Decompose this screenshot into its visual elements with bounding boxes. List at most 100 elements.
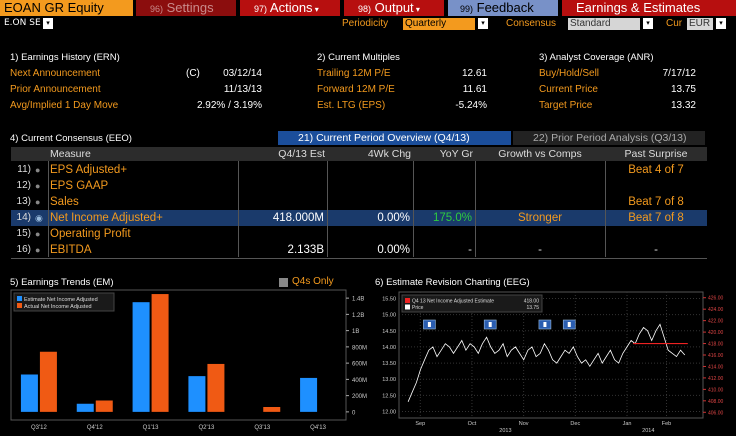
column-divider bbox=[238, 161, 239, 257]
ltg-eps-label: Est. LTG (EPS) bbox=[317, 100, 386, 111]
y-tick-label: 0 bbox=[352, 410, 356, 416]
header-4wk-chg[interactable]: 4Wk Chg bbox=[327, 147, 413, 161]
chevron-down-icon: ▾ bbox=[312, 5, 319, 14]
row-number[interactable]: 12) bbox=[16, 180, 31, 191]
event-marker-glyph bbox=[427, 322, 431, 327]
estimate-bar bbox=[188, 376, 206, 412]
estimate-cell: 418.000M bbox=[272, 212, 324, 224]
radio-icon[interactable]: ◉ bbox=[35, 213, 43, 223]
settings-button[interactable]: 96) Settings bbox=[136, 0, 236, 16]
table-row[interactable]: 15) ● Operating Profit bbox=[11, 226, 707, 242]
estimate-revision-title[interactable]: 6) Estimate Revision Charting (EEG) bbox=[375, 277, 530, 288]
x-tick-label: Dec bbox=[570, 421, 580, 427]
consensus-select[interactable]: Standard bbox=[568, 18, 640, 30]
actual-bar bbox=[39, 351, 57, 412]
radio-icon[interactable]: ● bbox=[35, 245, 41, 255]
radio-icon[interactable]: ● bbox=[35, 197, 41, 207]
trailing-pe-label: Trailing 12M P/E bbox=[317, 68, 391, 79]
q4s-only-checkbox[interactable] bbox=[279, 278, 288, 287]
x-tick-label: Q3'12 bbox=[31, 425, 47, 431]
forward-pe-label: Forward 12M P/E bbox=[317, 84, 395, 95]
measure-cell[interactable]: Net Income Adjusted+ bbox=[50, 212, 163, 224]
consensus-label: Consensus bbox=[506, 18, 557, 29]
currency-dropdown-icon[interactable]: ▾ bbox=[716, 18, 726, 29]
periodicity-select[interactable]: Quarterly bbox=[403, 18, 475, 30]
table-row[interactable]: 12) ● EPS GAAP bbox=[11, 178, 707, 194]
legend-swatch-actual bbox=[17, 303, 22, 308]
security-dropdown-icon[interactable]: ▾ bbox=[43, 18, 53, 29]
periodicity-label: Periodicity bbox=[342, 18, 389, 29]
table-row[interactable]: 13) ● Sales Beat 7 of 8 bbox=[11, 194, 707, 210]
earnings-trends-title[interactable]: 5) Earnings Trends (EM) bbox=[10, 277, 114, 288]
tab-current-period-overview[interactable]: 21) Current Period Overview (Q4/13) bbox=[278, 131, 511, 145]
measure-cell[interactable]: EPS Adjusted+ bbox=[50, 164, 128, 176]
header-yoy-gr[interactable]: YoY Gr bbox=[413, 147, 475, 161]
periodicity-dropdown-icon[interactable]: ▾ bbox=[478, 18, 488, 29]
radio-icon[interactable]: ● bbox=[35, 165, 41, 175]
settings-label: Settings bbox=[166, 0, 214, 15]
consensus-table: Measure Q4/13 Est 4Wk Chg YoY Gr Growth … bbox=[11, 147, 707, 259]
actions-button[interactable]: 97) Actions ▾ bbox=[240, 0, 340, 16]
implied-move-value: 2.92% / 3.19% bbox=[196, 100, 262, 111]
y-tick-label: 14.50 bbox=[382, 329, 396, 335]
header-growth-vs-comps[interactable]: Growth vs Comps bbox=[475, 147, 605, 161]
row-number[interactable]: 11) bbox=[17, 164, 31, 175]
y-tick-label: 1.2B bbox=[352, 313, 364, 319]
table-row[interactable]: 11) ● EPS Adjusted+ Beat 4 of 7 bbox=[11, 162, 707, 178]
estimate-bar bbox=[300, 377, 318, 412]
legend-estimate-value: 418.00 bbox=[524, 299, 540, 305]
price-line bbox=[407, 323, 686, 402]
security-name: E.ON SE bbox=[4, 18, 41, 28]
legend-estimate: Estimate Net Income Adjusted bbox=[24, 297, 98, 303]
currency-select[interactable]: EUR bbox=[687, 18, 713, 30]
output-label: Output bbox=[374, 0, 414, 15]
measure-cell[interactable]: EPS GAAP bbox=[50, 180, 109, 192]
prior-announcement-value: 11/13/13 bbox=[223, 84, 262, 95]
y-tick-label: 15.50 bbox=[382, 296, 396, 302]
row-number[interactable]: 16) bbox=[16, 244, 31, 255]
measure-cell[interactable]: EBITDA bbox=[50, 244, 92, 256]
feedback-number: 99) bbox=[460, 4, 474, 14]
ticker-field[interactable]: EOAN GR Equity bbox=[0, 0, 133, 16]
output-button[interactable]: 98) Output ▾ bbox=[344, 0, 444, 16]
row-number[interactable]: 13) bbox=[16, 196, 31, 207]
current-multiples-title: 2) Current Multiples bbox=[317, 52, 400, 63]
legend-price-value: 13.75 bbox=[526, 305, 539, 311]
actions-label: Actions bbox=[269, 0, 313, 15]
table-row[interactable]: 14) ◉ Net Income Adjusted+ 418.000M 0.00% 175… bbox=[11, 210, 707, 226]
right-y-tick-label: 406.00 bbox=[708, 410, 724, 416]
analyst-coverage-title[interactable]: 3) Analyst Coverage (ANR) bbox=[539, 52, 654, 63]
x-tick-label: Q2'13 bbox=[199, 425, 215, 431]
forward-pe-value: 11.61 bbox=[462, 84, 487, 95]
4wk-chg-cell bbox=[327, 194, 413, 210]
earnings-history-title[interactable]: 1) Earnings History (ERN) bbox=[10, 52, 120, 63]
estimate-bar bbox=[132, 302, 150, 412]
radio-icon[interactable]: ● bbox=[35, 181, 41, 191]
legend-swatch-estimate bbox=[405, 298, 410, 303]
current-consensus-title[interactable]: 4) Current Consensus (EEO) bbox=[10, 133, 132, 144]
feedback-button[interactable]: 99) Feedback bbox=[448, 0, 558, 16]
row-number[interactable]: 14) bbox=[16, 212, 31, 223]
actual-bar bbox=[95, 400, 113, 412]
tab-prior-period-analysis[interactable]: 22) Prior Period Analysis (Q3/13) bbox=[513, 131, 705, 145]
x-tick-label: Q3'13 bbox=[254, 425, 270, 431]
growth-vs-comps-cell: - bbox=[538, 244, 542, 256]
x-tick-label: Q4'12 bbox=[87, 425, 103, 431]
consensus-dropdown-icon[interactable]: ▾ bbox=[643, 18, 653, 29]
target-price-value: 13.32 bbox=[670, 100, 696, 111]
row-number[interactable]: 15) bbox=[16, 228, 31, 239]
legend-box bbox=[401, 294, 543, 313]
x-tick-label: Feb bbox=[662, 421, 671, 427]
estimate-bar bbox=[76, 403, 94, 412]
actual-bar bbox=[207, 363, 225, 412]
next-announcement-label: Next Announcement bbox=[10, 68, 101, 79]
header-measure[interactable]: Measure bbox=[48, 147, 238, 161]
radio-icon[interactable]: ● bbox=[35, 229, 41, 239]
header-past-surprise[interactable]: Past Surprise bbox=[605, 147, 707, 161]
table-row[interactable]: 16) ● EBITDA 2.133B 0.00% - - - bbox=[11, 242, 707, 258]
header-estimate[interactable]: Q4/13 Est bbox=[238, 147, 327, 161]
measure-cell[interactable]: Sales bbox=[50, 196, 79, 208]
measure-cell[interactable]: Operating Profit bbox=[50, 228, 131, 240]
legend-price: Price bbox=[412, 305, 424, 311]
estimate-cell bbox=[238, 226, 327, 242]
